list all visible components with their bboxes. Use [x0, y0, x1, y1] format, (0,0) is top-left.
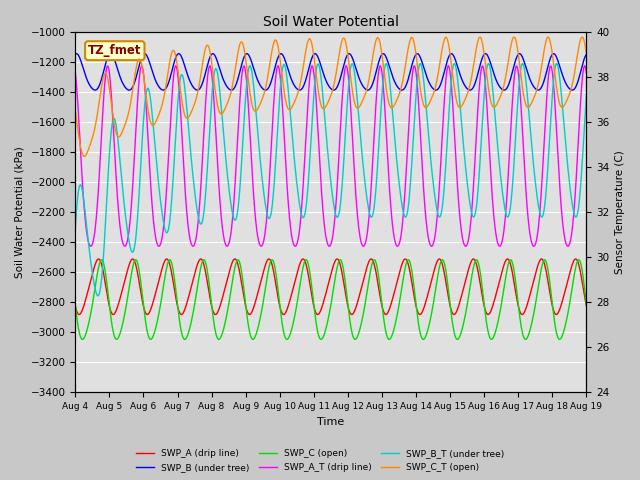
- SWP_A_T (drip line): [103, 65, 111, 71]
- SWP_B_T (under tree): [518, 60, 526, 66]
- Title: Soil Water Potential: Soil Water Potential: [263, 15, 399, 29]
- SWP_B (under tree): [345, 51, 353, 57]
- SWP_C_T (open): [460, 100, 467, 106]
- Line: SWP_B (under tree): SWP_B (under tree): [76, 54, 586, 90]
- SWP_A_T (drip line): [382, 129, 390, 135]
- SWP_B (under tree): [513, 54, 520, 60]
- SWP_C (open): [512, 283, 520, 288]
- SWP_A (drip line): [382, 312, 390, 317]
- SWP_A (drip line): [450, 312, 458, 317]
- SWP_C (open): [369, 259, 376, 264]
- SWP_C (open): [397, 286, 405, 292]
- SWP_C_T (open): [382, 85, 390, 91]
- Line: SWP_A (drip line): SWP_A (drip line): [76, 259, 586, 314]
- SWP_B (under tree): [383, 56, 390, 62]
- SWP_C_T (open): [81, 154, 88, 159]
- Legend: SWP_A (drip line), SWP_B (under tree), SWP_C (open), SWP_A_T (drip line), SWP_B_: SWP_A (drip line), SWP_B (under tree), S…: [132, 446, 508, 476]
- SWP_A (drip line): [397, 263, 405, 268]
- SWP_C (open): [382, 331, 390, 336]
- SWP_B (under tree): [460, 82, 468, 87]
- SWP_A_T (drip line): [397, 228, 405, 234]
- X-axis label: Time: Time: [317, 417, 344, 427]
- SWP_B_T (under tree): [72, 227, 79, 232]
- SWP_C (open): [556, 336, 563, 342]
- SWP_C_T (open): [512, 38, 520, 44]
- SWP_B_T (under tree): [460, 144, 467, 150]
- Text: TZ_fmet: TZ_fmet: [88, 44, 141, 57]
- SWP_C (open): [460, 320, 467, 326]
- SWP_B (under tree): [72, 51, 79, 57]
- SWP_A_T (drip line): [369, 157, 376, 163]
- SWP_B (under tree): [369, 79, 377, 84]
- SWP_C (open): [72, 302, 79, 308]
- Line: SWP_A_T (drip line): SWP_A_T (drip line): [76, 66, 586, 246]
- SWP_A (drip line): [72, 303, 79, 309]
- SWP_A (drip line): [582, 303, 590, 309]
- SWP_B_T (under tree): [397, 199, 405, 205]
- SWP_B (under tree): [582, 51, 590, 57]
- SWP_B (under tree): [92, 87, 99, 93]
- SWP_C_T (open): [582, 51, 590, 57]
- SWP_B (under tree): [104, 56, 111, 61]
- SWP_B_T (under tree): [512, 126, 520, 132]
- SWP_A (drip line): [513, 296, 520, 301]
- Line: SWP_C_T (open): SWP_C_T (open): [76, 37, 586, 156]
- Y-axis label: Sensor Temperature (C): Sensor Temperature (C): [615, 150, 625, 274]
- Line: SWP_C (open): SWP_C (open): [76, 260, 586, 339]
- SWP_A_T (drip line): [512, 63, 520, 69]
- SWP_C_T (open): [72, 108, 79, 114]
- SWP_A_T (drip line): [189, 243, 197, 249]
- SWP_C_T (open): [104, 74, 111, 80]
- SWP_C (open): [200, 257, 208, 263]
- Y-axis label: Soil Water Potential (kPa): Soil Water Potential (kPa): [15, 146, 25, 278]
- SWP_A (drip line): [369, 258, 376, 264]
- SWP_A_T (drip line): [582, 70, 590, 76]
- SWP_A (drip line): [300, 256, 307, 262]
- SWP_A_T (drip line): [460, 240, 467, 246]
- SWP_C_T (open): [369, 54, 376, 60]
- SWP_B_T (under tree): [104, 187, 111, 193]
- SWP_C (open): [103, 279, 111, 285]
- SWP_C (open): [582, 302, 590, 308]
- SWP_A (drip line): [103, 289, 111, 295]
- SWP_C_T (open): [544, 34, 552, 40]
- SWP_A_T (drip line): [72, 70, 79, 76]
- SWP_A_T (drip line): [547, 63, 554, 69]
- SWP_A (drip line): [460, 283, 468, 288]
- Line: SWP_B_T (under tree): SWP_B_T (under tree): [76, 63, 586, 296]
- SWP_B (under tree): [398, 87, 406, 93]
- SWP_B_T (under tree): [582, 91, 590, 97]
- SWP_B_T (under tree): [94, 293, 102, 299]
- SWP_B_T (under tree): [382, 60, 390, 66]
- SWP_C_T (open): [397, 83, 405, 89]
- SWP_B_T (under tree): [369, 212, 376, 217]
